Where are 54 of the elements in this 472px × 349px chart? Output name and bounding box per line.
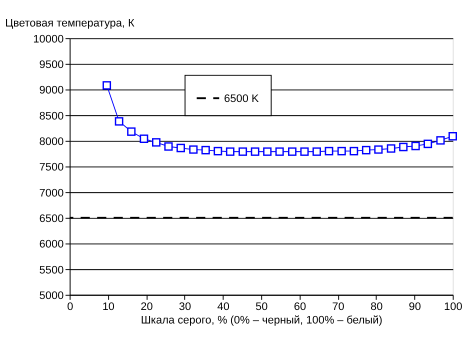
point <box>189 145 198 154</box>
point <box>275 147 284 156</box>
point <box>399 142 408 152</box>
legend-label: 6500 K <box>224 92 260 105</box>
point <box>164 142 173 151</box>
point <box>127 127 136 136</box>
point <box>102 81 112 90</box>
point <box>374 145 383 154</box>
y-tick-label: 6000 <box>39 238 64 251</box>
point <box>337 146 346 156</box>
point <box>350 146 358 156</box>
y-tick-label: 5500 <box>39 264 64 276</box>
point <box>300 147 309 156</box>
point <box>386 144 396 153</box>
point <box>312 147 321 156</box>
y-tick-label: 6500 <box>39 212 64 225</box>
x-tick-label: 60 <box>294 300 306 313</box>
chart-title: Цветовая температура, К <box>5 17 136 30</box>
point <box>324 146 334 156</box>
point <box>263 147 272 156</box>
x-tick-label: 10 <box>102 300 115 313</box>
point <box>140 134 148 144</box>
y-tick-label: 5000 <box>39 290 64 302</box>
point <box>288 147 296 156</box>
point <box>226 147 234 156</box>
point <box>448 132 457 140</box>
x-tick-label: 0 <box>67 300 74 313</box>
point <box>362 146 370 154</box>
x-axis-title: Шкала серого, % (0% – черный, 100% – белый) <box>140 314 382 327</box>
y-tick-label: 10000 <box>33 33 64 46</box>
x-tick-label: 90 <box>408 300 422 313</box>
x-tick-label: 40 <box>217 300 230 313</box>
x-tick-label: 50 <box>256 300 268 313</box>
point <box>214 146 222 156</box>
x-tick-label: 100 <box>444 300 462 313</box>
point <box>436 136 445 145</box>
x-tick-label: 20 <box>140 300 153 313</box>
point <box>238 147 248 156</box>
point <box>411 142 420 150</box>
point <box>201 146 210 154</box>
point <box>176 144 185 152</box>
y-tick-label: 9000 <box>39 84 64 97</box>
point <box>424 140 432 148</box>
point <box>114 117 124 126</box>
x-tick-label: 70 <box>332 300 344 313</box>
point <box>152 138 160 147</box>
x-tick-label: 80 <box>370 300 383 313</box>
x-tick-label: 30 <box>178 300 192 313</box>
point <box>250 147 260 156</box>
y-tick-label: 7000 <box>39 187 64 200</box>
y-tick-label: 8500 <box>39 110 64 122</box>
y-tick-label: 8000 <box>39 136 64 148</box>
y-tick-label: 7500 <box>39 162 64 174</box>
y-tick-label: 9500 <box>39 58 64 71</box>
